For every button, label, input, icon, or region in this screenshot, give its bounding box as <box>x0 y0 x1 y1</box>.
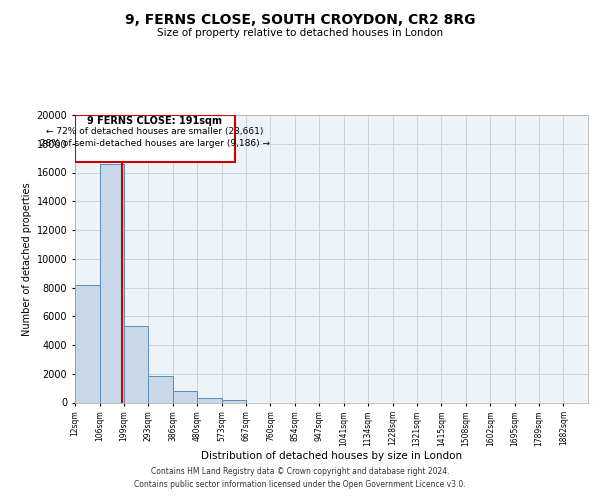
Text: 28% of semi-detached houses are larger (9,186) →: 28% of semi-detached houses are larger (… <box>40 138 270 147</box>
Bar <box>197 398 221 402</box>
Text: Contains public sector information licensed under the Open Government Licence v3: Contains public sector information licen… <box>134 480 466 489</box>
Y-axis label: Number of detached properties: Number of detached properties <box>22 182 32 336</box>
Text: Contains HM Land Registry data © Crown copyright and database right 2024.: Contains HM Land Registry data © Crown c… <box>151 468 449 476</box>
Text: ← 72% of detached houses are smaller (23,661): ← 72% of detached houses are smaller (23… <box>46 127 263 136</box>
FancyBboxPatch shape <box>75 115 235 162</box>
Text: 9, FERNS CLOSE, SOUTH CROYDON, CR2 8RG: 9, FERNS CLOSE, SOUTH CROYDON, CR2 8RG <box>125 12 475 26</box>
Text: 9 FERNS CLOSE: 191sqm: 9 FERNS CLOSE: 191sqm <box>87 116 222 126</box>
X-axis label: Distribution of detached houses by size in London: Distribution of detached houses by size … <box>201 452 462 462</box>
Bar <box>75 284 100 403</box>
Text: Size of property relative to detached houses in London: Size of property relative to detached ho… <box>157 28 443 38</box>
Bar <box>124 326 148 402</box>
Bar <box>100 164 124 402</box>
Bar <box>148 376 173 402</box>
Bar <box>173 391 197 402</box>
Bar <box>221 400 246 402</box>
